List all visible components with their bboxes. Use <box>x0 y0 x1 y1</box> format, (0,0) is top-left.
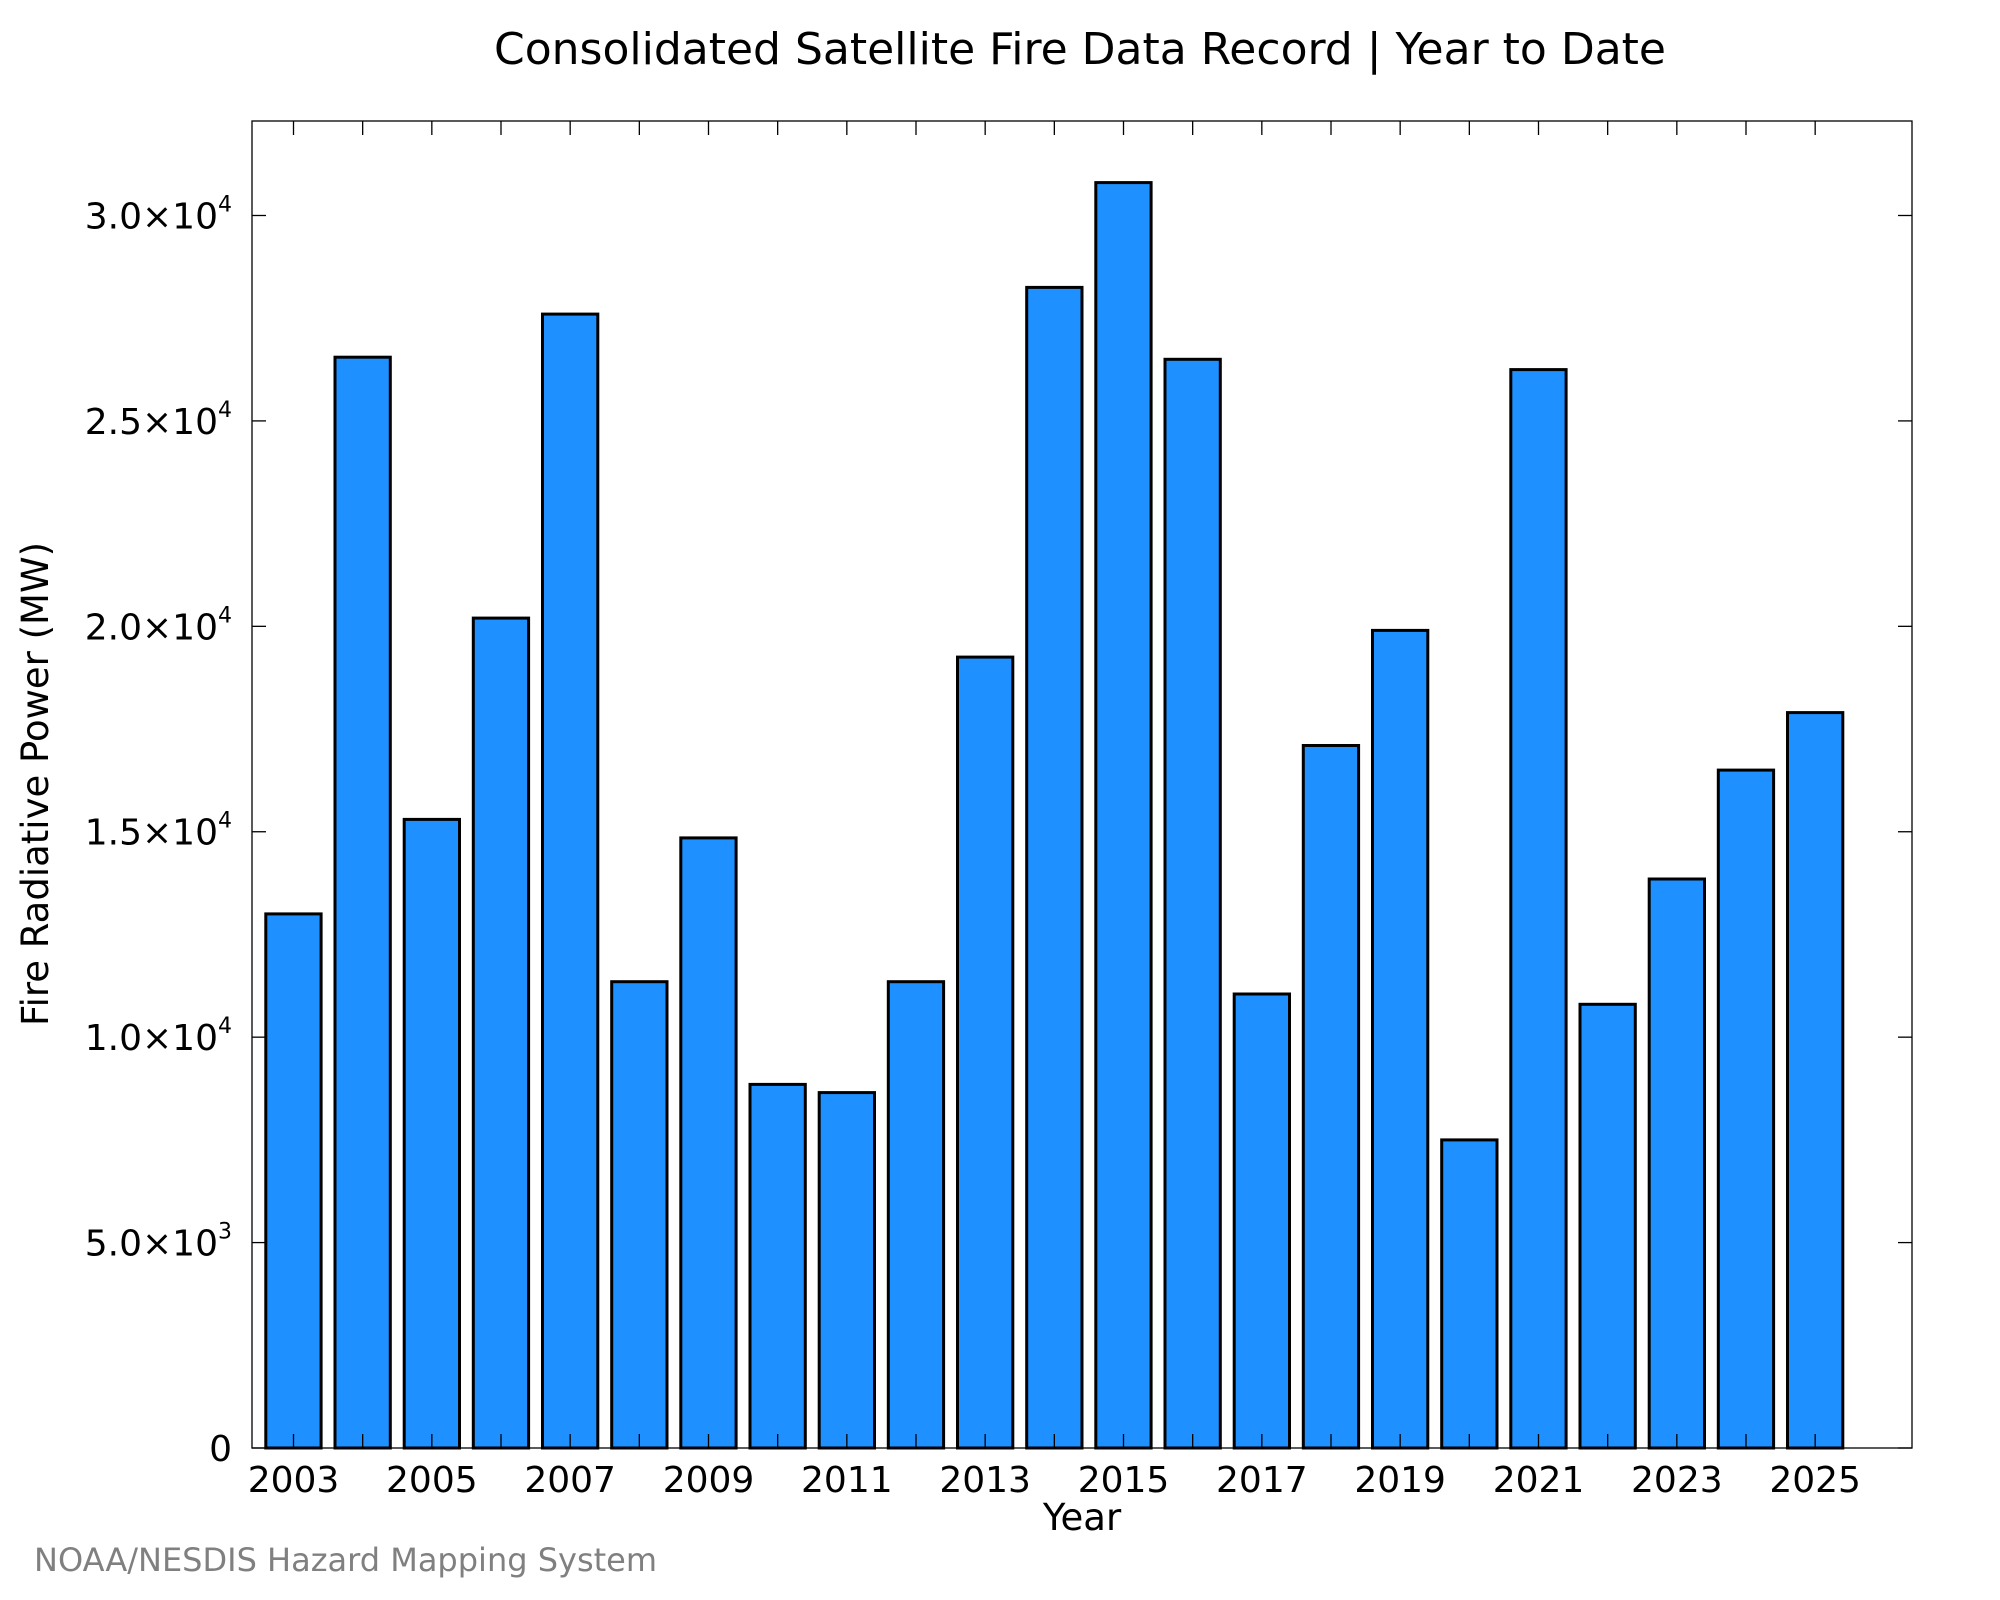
chart-title: Consolidated Satellite Fire Data Record … <box>494 24 1666 75</box>
bar-2017 <box>1232 992 1291 1450</box>
x-tick-label: 2017 <box>1216 1460 1308 1501</box>
bar-2004 <box>333 355 392 1450</box>
x-tick-label: 2015 <box>1078 1460 1170 1501</box>
x-axis: 2003 2005 2007 2009 2011 2013 2015 2017 2019 2021… <box>248 121 1861 1501</box>
x-tick-label: 2021 <box>1493 1460 1585 1501</box>
y-tick-label: 2.0×104 <box>85 603 232 648</box>
x-tick-label: 2003 <box>248 1460 340 1501</box>
x-tick-label: 2009 <box>663 1460 755 1501</box>
x-tick-label: 2005 <box>386 1460 478 1501</box>
bar-2007 <box>541 312 600 1450</box>
y-axis-label: Fire Radiative Power (MW) <box>14 542 57 1026</box>
x-axis-label: Year <box>1042 1496 1122 1539</box>
x-tick-label: 2023 <box>1631 1460 1723 1501</box>
bar-2014 <box>1025 285 1084 1450</box>
x-tick-label: 2007 <box>524 1460 616 1501</box>
x-tick-label: 2011 <box>801 1460 893 1501</box>
credit-text: NOAA/NESDIS Hazard Mapping System <box>34 1541 657 1579</box>
bar-2005 <box>402 817 462 1450</box>
bar-2025 <box>1786 711 1845 1450</box>
y-tick-label: 2.5×104 <box>85 398 232 443</box>
y-tick-label: 0 <box>209 1429 232 1470</box>
bar-2024 <box>1716 768 1776 1450</box>
bar-2009 <box>679 836 738 1450</box>
bar-2021 <box>1509 368 1568 1450</box>
x-tick-label: 2019 <box>1354 1460 1446 1501</box>
y-tick-label: 1.5×104 <box>85 809 232 854</box>
bar-2023 <box>1647 877 1706 1450</box>
x-tick-label: 2013 <box>939 1460 1031 1501</box>
bar-2010 <box>748 1082 807 1450</box>
bar-2015 <box>1094 181 1153 1450</box>
bar-2019 <box>1371 628 1430 1450</box>
bar-2016 <box>1163 357 1222 1450</box>
y-axis: 0 5.0×103 1.0×104 1.5×104 2.0×104 2.5×104 3.0×… <box>85 192 1912 1470</box>
plot-frame <box>251 120 1913 1449</box>
bar-2006 <box>471 616 531 1450</box>
x-tick-label: 2025 <box>1769 1460 1861 1501</box>
bar-2020 <box>1440 1138 1499 1450</box>
bar-2013 <box>956 655 1015 1450</box>
bar-2022 <box>1578 1002 1637 1450</box>
y-tick-label: 5.0×103 <box>85 1220 232 1265</box>
bar-2011 <box>817 1091 877 1450</box>
y-tick-label: 3.0×104 <box>85 192 232 237</box>
bar-2003 <box>264 912 323 1450</box>
bar-2012 <box>886 980 946 1450</box>
bar-2008 <box>610 980 669 1450</box>
bar-2018 <box>1301 744 1361 1450</box>
y-tick-label: 1.0×104 <box>85 1014 232 1059</box>
bars-group <box>264 181 1845 1450</box>
